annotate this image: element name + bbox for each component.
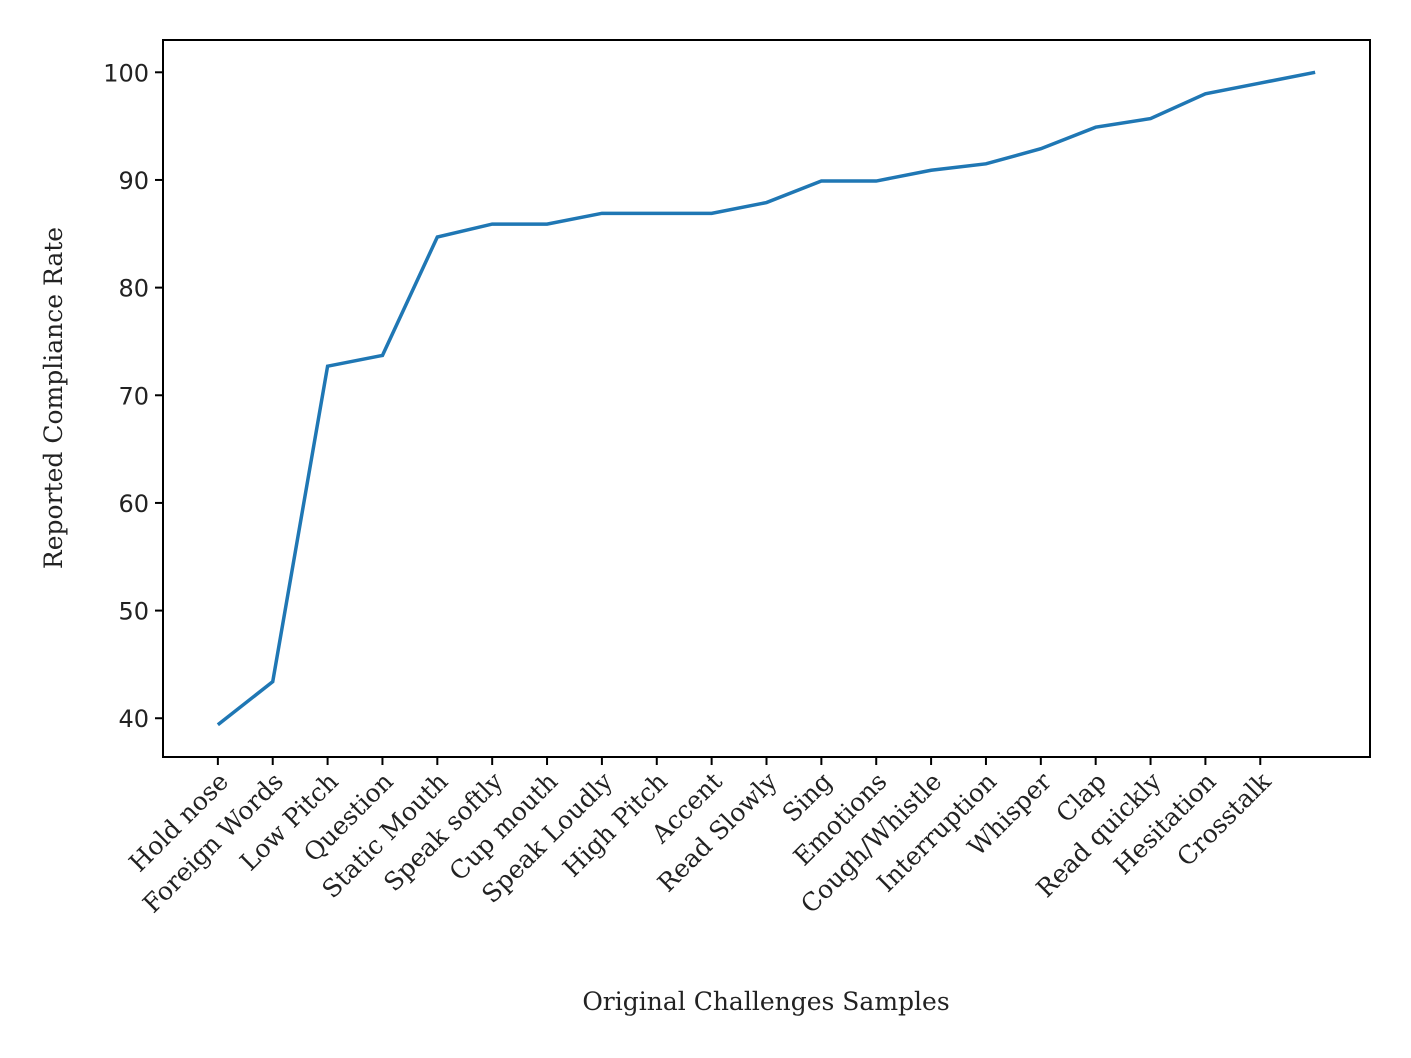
y-tick-label: 100 [103,59,149,87]
y-tick-label: 80 [118,275,149,303]
x-axis-label: Original Challenges Samples [582,987,949,1016]
y-tick-label: 50 [118,598,149,626]
y-tick-label: 60 [118,490,149,518]
y-tick-label: 40 [118,705,149,733]
y-tick-label: 90 [118,167,149,195]
line [216,70,1316,727]
plot-frame [162,39,1371,758]
y-axis-label: Reported Compliance Rate [39,227,68,569]
y-tick-label: 70 [118,382,149,410]
